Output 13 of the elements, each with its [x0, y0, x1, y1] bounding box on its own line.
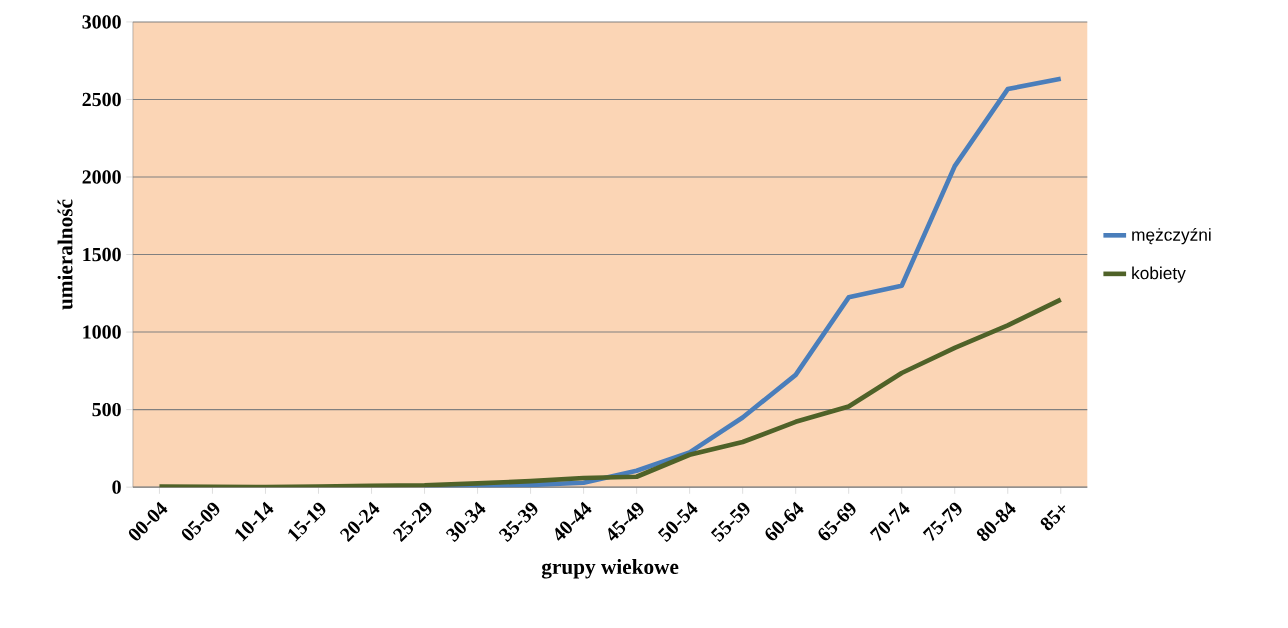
legend-label: mężczyźni [1132, 227, 1211, 245]
y-tick-label: 500 [92, 402, 121, 417]
y-tick-label: 3000 [82, 15, 121, 29]
y-tick-label: 1500 [83, 247, 121, 262]
line-series [157, 297, 1064, 488]
x-axis-title: grupy wiekowe [541, 559, 679, 579]
y-tick-label: 2000 [82, 170, 121, 184]
y-tick-label: 2500 [82, 92, 121, 107]
y-tick-label: 1000 [83, 325, 121, 339]
y-tick-label: 0 [112, 480, 121, 494]
y-axis-title: umieralność [57, 199, 73, 310]
x-tick-label: 85+ [1040, 505, 1066, 531]
legend-label: kobiety [1132, 266, 1186, 283]
